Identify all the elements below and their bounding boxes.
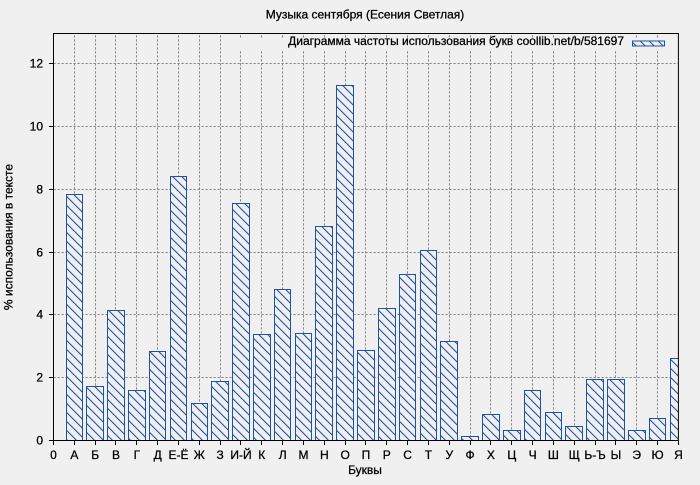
svg-text:М: М (298, 448, 308, 462)
svg-text:12: 12 (30, 56, 44, 70)
svg-text:Ы: Ы (611, 448, 622, 462)
svg-text:Ь-Ъ: Ь-Ъ (584, 448, 605, 462)
svg-text:П: П (362, 448, 371, 462)
svg-text:Р: Р (383, 448, 391, 462)
svg-text:6: 6 (36, 245, 43, 259)
svg-text:К: К (258, 448, 265, 462)
svg-text:Ш: Ш (548, 448, 559, 462)
svg-text:Д: Д (154, 448, 162, 462)
svg-text:Ю: Ю (652, 448, 664, 462)
svg-text:10: 10 (30, 119, 44, 133)
svg-text:И-Й: И-Й (230, 447, 251, 462)
svg-text:О: О (340, 448, 349, 462)
svg-text:Н: Н (320, 448, 329, 462)
svg-text:Щ: Щ (569, 448, 580, 462)
svg-text:Г: Г (134, 448, 141, 462)
svg-text:Ж: Ж (194, 448, 205, 462)
svg-text:Ц: Ц (507, 448, 516, 462)
svg-text:Б: Б (91, 448, 99, 462)
svg-text:Т: Т (425, 448, 433, 462)
svg-text:Х: Х (487, 448, 495, 462)
svg-text:Диаграмма частоты использовани: Диаграмма частоты использования букв coo… (288, 34, 624, 48)
svg-text:Музыка сентября (Есения Светла: Музыка сентября (Есения Светлая) (266, 8, 465, 22)
svg-text:Л: Л (279, 448, 287, 462)
svg-text:8: 8 (36, 182, 43, 196)
svg-text:% использования в тексте: % использования в тексте (2, 164, 16, 310)
svg-text:Е-Ё: Е-Ё (168, 448, 188, 462)
svg-text:А: А (70, 448, 78, 462)
svg-text:Ф: Ф (466, 448, 475, 462)
svg-text:Ч: Ч (529, 448, 537, 462)
svg-text:З: З (217, 448, 224, 462)
svg-text:4: 4 (36, 307, 43, 321)
svg-text:2: 2 (36, 370, 43, 384)
svg-text:Я: Я (674, 448, 683, 462)
svg-text:Э: Э (632, 448, 641, 462)
svg-text:В: В (112, 448, 120, 462)
svg-text:С: С (403, 448, 412, 462)
svg-text:Буквы: Буквы (348, 463, 382, 477)
svg-text:0: 0 (36, 433, 43, 447)
svg-text:У: У (445, 448, 453, 462)
svg-text:0: 0 (50, 448, 57, 462)
